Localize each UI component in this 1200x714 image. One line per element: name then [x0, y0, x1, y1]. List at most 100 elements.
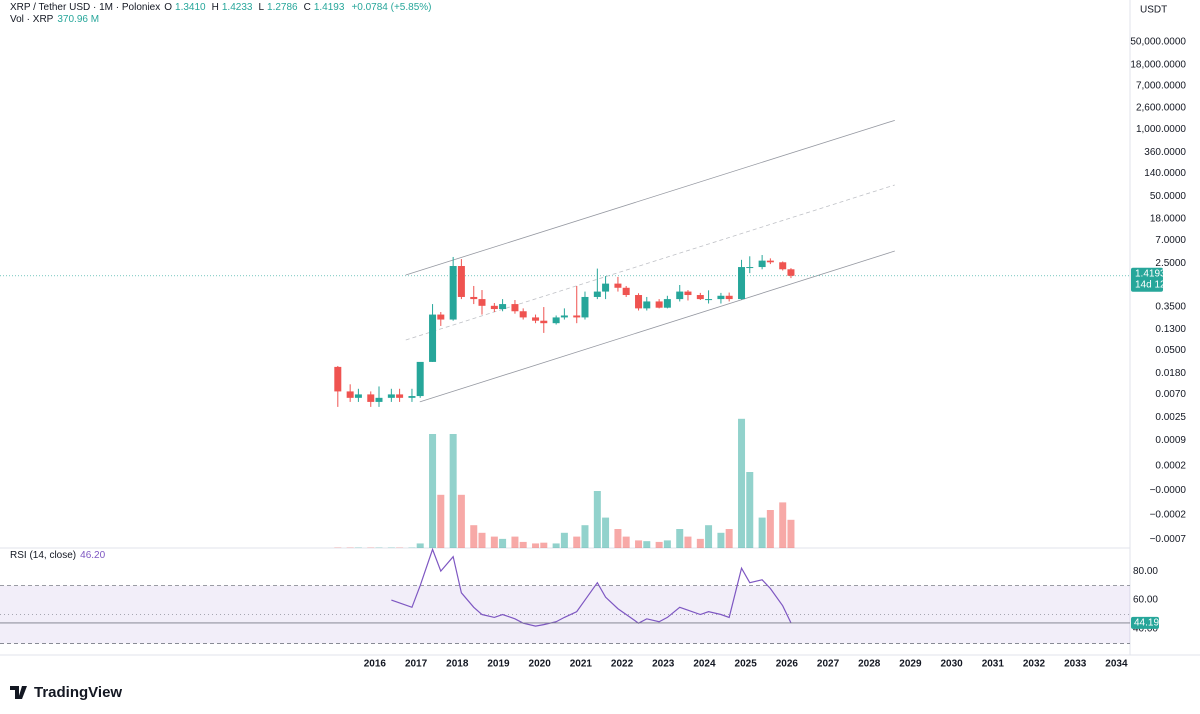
rsi-label: 44.19 [1134, 618, 1159, 629]
volume-bar [437, 494, 445, 548]
rsi-tick-label: 80.00 [1133, 566, 1158, 577]
candle-body [602, 283, 610, 292]
rsi-line [391, 547, 792, 627]
y-tick-label: 50.0000 [1150, 191, 1187, 202]
x-tick-label: 2021 [570, 659, 593, 670]
volume-bar [470, 525, 478, 548]
candle-body [478, 299, 486, 306]
volume-bar [560, 532, 568, 548]
volume-bar [593, 491, 601, 548]
y-tick-label: 140.0000 [1144, 168, 1186, 179]
candle-body [676, 291, 684, 300]
candle-body [367, 394, 375, 402]
y-tick-label: 0.0009 [1155, 435, 1186, 446]
candle-body [519, 311, 527, 318]
volume-value: 370.96 M [57, 14, 100, 25]
candle-body [457, 266, 465, 297]
x-tick-label: 2029 [899, 659, 922, 670]
y-tick-label: −0.0000 [1150, 485, 1187, 496]
candle-body [684, 291, 692, 296]
candle-body [532, 317, 540, 321]
candle-body [663, 299, 671, 308]
volume-bar [622, 536, 630, 548]
rsi-header: RSI (14, close) 46.20 [10, 550, 105, 561]
volume-bar [511, 536, 519, 548]
y-tick-label: 2.5000 [1155, 258, 1186, 269]
rsi-tick-label: 40.00 [1133, 624, 1158, 635]
y-tick-label: 18,000.0000 [1130, 59, 1186, 70]
volume-bar [663, 540, 671, 548]
rsi-tick-label: 60.00 [1133, 595, 1158, 606]
x-tick-label: 2024 [693, 659, 716, 670]
ohlc: O 1.3410 H 1.4233 L 1.2786 C 1.4193 [164, 2, 347, 13]
y-tick-label: 0.0002 [1155, 461, 1186, 472]
volume-bar [717, 532, 725, 548]
volume-bar [705, 525, 713, 548]
y-tick-label: −0.0002 [1150, 510, 1187, 521]
logo [10, 686, 27, 699]
candle-body [758, 260, 766, 268]
volume-bar [614, 529, 622, 548]
y-tick-label: −0.0007 [1150, 534, 1187, 545]
volume-bar [746, 472, 754, 548]
candle-body [738, 267, 746, 300]
volume-bar [758, 517, 766, 548]
y-tick-label: 0.0025 [1155, 412, 1186, 423]
x-tick-label: 2031 [982, 659, 1005, 670]
volume-bar [779, 502, 787, 548]
x-tick-label: 2033 [1064, 659, 1087, 670]
y-tick-label: 7.0000 [1155, 235, 1186, 246]
ohlc-label: C [303, 2, 311, 13]
candle-body [511, 304, 519, 312]
x-tick-label: 2025 [735, 659, 758, 670]
volume-bar [738, 418, 746, 548]
y-tick-label: 0.1300 [1155, 324, 1186, 335]
x-tick-label: 2032 [1023, 659, 1046, 670]
y-tick-label: 1,000.0000 [1136, 124, 1186, 135]
candle-body [375, 397, 383, 402]
y-tick-label: 0.0180 [1155, 368, 1186, 379]
candle-body [635, 295, 643, 309]
volume-bar [416, 543, 424, 548]
candle-body [416, 361, 424, 397]
header: XRP / Tether USD · 1M · Poloniex O 1.3410… [10, 2, 432, 13]
volume-bar [635, 540, 643, 548]
title: XRP / Tether USD · 1M · Poloniex [10, 2, 161, 13]
ohlc-value: 1.4193 [313, 2, 345, 13]
candle-body [552, 317, 560, 324]
y-tick-label: 7,000.0000 [1136, 81, 1186, 92]
volume-bar [532, 543, 540, 548]
candle-body [614, 283, 622, 288]
x-tick-label: 2020 [529, 659, 552, 670]
trend-line [405, 119, 895, 276]
y-tick-label: 18.0000 [1150, 214, 1187, 225]
y-tick-label: 0.0500 [1155, 345, 1186, 356]
volume-bar [655, 541, 663, 548]
volume-bar [696, 538, 704, 548]
candle-body [490, 305, 498, 310]
candle-body [593, 291, 601, 297]
volume-bar [643, 541, 651, 548]
ohlc-label: L [258, 2, 265, 13]
currency: USDT [1140, 5, 1167, 16]
candle-body [429, 314, 437, 362]
volume-bar [573, 536, 581, 548]
candle-body [705, 299, 713, 301]
volume-header: Vol · XRP 370.96 M [10, 14, 99, 25]
ohlc-value: 1.2786 [267, 2, 298, 13]
ohlc-label: H [211, 2, 219, 13]
trend-line [405, 184, 895, 341]
x-tick-label: 2019 [487, 659, 510, 670]
candle-body [334, 366, 342, 392]
y-tick-label: 0.0070 [1155, 389, 1186, 400]
candle-body [622, 287, 630, 296]
y-tick-label: 360.0000 [1144, 147, 1186, 158]
candle-body [573, 315, 581, 318]
rsi-name: RSI (14, close) [10, 550, 77, 561]
candle-body [560, 315, 568, 318]
candle-body [643, 301, 651, 309]
candle-body [499, 304, 507, 310]
y-tick-label: 50,000.0000 [1130, 37, 1186, 48]
candle-body [449, 266, 457, 320]
